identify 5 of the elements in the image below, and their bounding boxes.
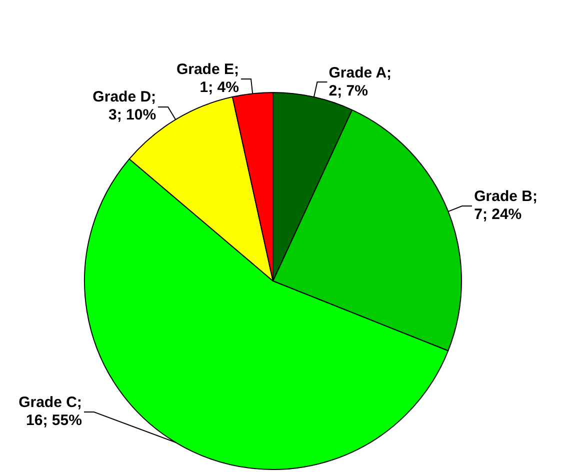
- slice-label: Grade E; 1; 4%: [176, 60, 239, 96]
- slice-label: Grade B; 7; 24%: [474, 188, 538, 223]
- slice-label: Grade A; 2; 7%: [328, 64, 392, 100]
- slice-label: Grade C; 16; 55%: [18, 394, 82, 430]
- slice-label: Grade D; 3; 10%: [92, 88, 156, 124]
